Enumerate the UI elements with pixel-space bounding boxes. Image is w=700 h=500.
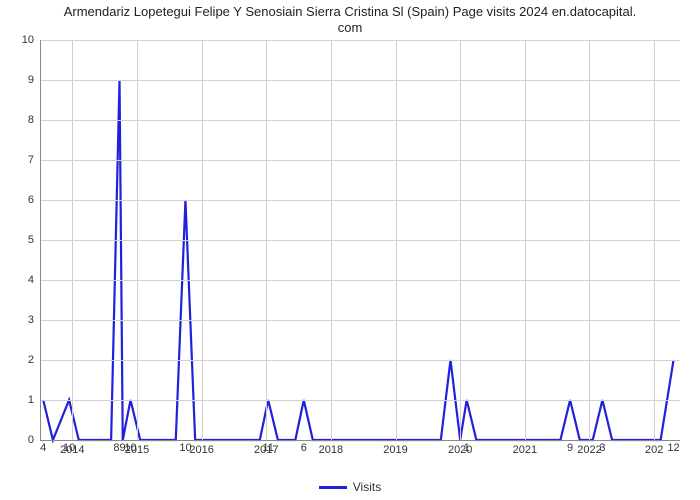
gridline-v bbox=[460, 40, 461, 440]
point-value-label: 10 bbox=[63, 442, 75, 454]
gridline-v bbox=[331, 40, 332, 440]
y-tick-label: 6 bbox=[28, 194, 34, 206]
plot-area: 0123456789102014201520162017201820192020… bbox=[40, 40, 680, 440]
point-value-label: 10 bbox=[124, 442, 136, 454]
gridline-v bbox=[137, 40, 138, 440]
gridline-v bbox=[266, 40, 267, 440]
y-tick-label: 9 bbox=[28, 74, 34, 86]
gridline-v bbox=[202, 40, 203, 440]
gridline-v bbox=[589, 40, 590, 440]
y-tick-label: 8 bbox=[28, 114, 34, 126]
y-tick-label: 2 bbox=[28, 354, 34, 366]
y-tick-label: 5 bbox=[28, 234, 34, 246]
point-value-label: 6 bbox=[301, 442, 307, 454]
legend-swatch bbox=[319, 486, 347, 489]
legend: Visits bbox=[0, 479, 700, 494]
point-value-label: 11 bbox=[262, 442, 273, 454]
point-value-label: 3 bbox=[599, 442, 605, 454]
title-line-2: com bbox=[338, 20, 363, 35]
gridline-v bbox=[396, 40, 397, 440]
gridline-v bbox=[525, 40, 526, 440]
gridline-v bbox=[72, 40, 73, 440]
y-tick-label: 1 bbox=[28, 394, 34, 406]
point-value-label: 1 bbox=[464, 442, 470, 454]
y-tick-label: 4 bbox=[28, 274, 34, 286]
gridline-v bbox=[654, 40, 655, 440]
y-tick-label: 7 bbox=[28, 154, 34, 166]
y-axis bbox=[40, 40, 41, 440]
x-tick-label: 202 bbox=[645, 444, 663, 456]
x-tick-label: 2016 bbox=[189, 444, 213, 456]
chart-title: Armendariz Lopetegui Felipe Y Senosiain … bbox=[0, 4, 700, 35]
y-tick-label: 10 bbox=[22, 34, 34, 46]
y-tick-label: 0 bbox=[28, 434, 34, 446]
point-value-label: 9 bbox=[567, 442, 573, 454]
x-tick-label: 2022 bbox=[577, 444, 601, 456]
x-tick-label: 2019 bbox=[383, 444, 407, 456]
y-tick-label: 3 bbox=[28, 314, 34, 326]
point-value-label: 10 bbox=[179, 442, 191, 454]
x-tick-label: 2021 bbox=[513, 444, 537, 456]
title-line-1: Armendariz Lopetegui Felipe Y Senosiain … bbox=[64, 4, 637, 19]
point-value-label: 4 bbox=[40, 442, 46, 454]
point-value-label: 12 bbox=[667, 442, 679, 454]
x-axis bbox=[40, 440, 680, 441]
x-tick-label: 2018 bbox=[319, 444, 343, 456]
legend-label: Visits bbox=[353, 480, 381, 494]
chart-container: { "chart": { "type": "line", "title_line… bbox=[0, 0, 700, 500]
